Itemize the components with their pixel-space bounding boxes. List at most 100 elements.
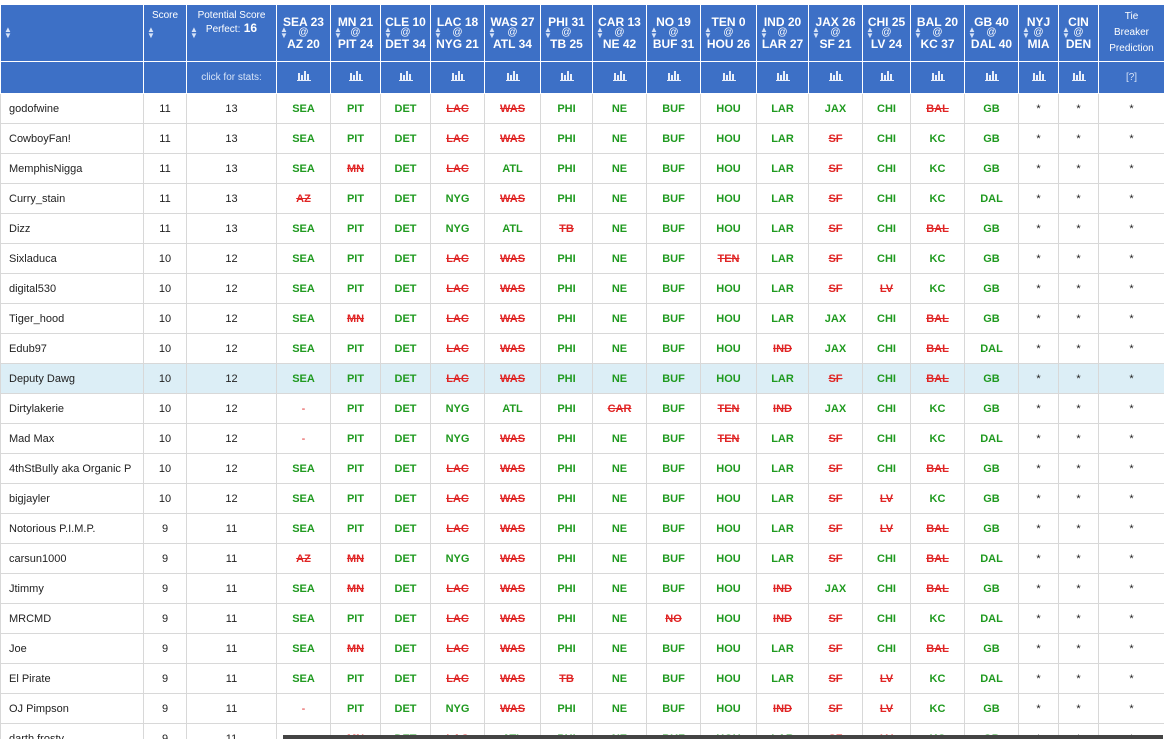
game-header[interactable]: ▲ ▼ CLE 10 @ DET 34	[380, 4, 431, 62]
stats-link[interactable]	[380, 61, 431, 94]
at-sign: @	[1073, 27, 1084, 38]
stats-link[interactable]	[808, 61, 863, 94]
away-line: LAC 18	[431, 16, 484, 28]
pick: WAS	[484, 633, 541, 664]
home-score: 20	[306, 37, 320, 51]
game-header[interactable]: ▲ ▼ NO 19 @ BUF 31	[646, 4, 701, 62]
tiebreaker-help[interactable]: [?]	[1098, 61, 1164, 94]
pick: GB	[964, 453, 1019, 484]
potential-header[interactable]: ▲ ▼ Potential Score Perfect: 16	[186, 4, 277, 62]
home-line: TB 25	[541, 38, 592, 50]
pick: DET	[380, 453, 431, 484]
stats-link[interactable]	[1058, 61, 1099, 94]
home-line: LAR 27	[757, 38, 808, 50]
pick: *	[1018, 123, 1059, 154]
potential-score: 12	[186, 453, 277, 484]
pick: WAS	[484, 423, 541, 454]
pick: HOU	[700, 183, 757, 214]
game-header[interactable]: ▲ ▼ LAC 18 @ NYG 21	[430, 4, 485, 62]
score: 11	[143, 123, 187, 154]
away-score: 27	[521, 15, 535, 29]
away-score: 25	[891, 15, 906, 29]
pick: *	[1018, 333, 1059, 364]
game-header[interactable]: ▲ ▼ CIN @ DEN	[1058, 4, 1099, 62]
pick: DET	[380, 483, 431, 514]
game-header[interactable]: ▲ ▼ SEA 23 @ AZ 20	[276, 4, 331, 62]
pick: *	[1018, 633, 1059, 664]
stats-link[interactable]	[540, 61, 593, 94]
pick: *	[1058, 393, 1099, 424]
game-header[interactable]: ▲ ▼ NYJ @ MIA	[1018, 4, 1059, 62]
pick: NE	[592, 573, 647, 604]
pick: DAL	[964, 663, 1019, 694]
pick: *	[1018, 243, 1059, 274]
home-team: DAL	[970, 37, 996, 51]
potential-score: 12	[186, 303, 277, 334]
pick: TB	[540, 663, 593, 694]
away-score: 26	[842, 15, 856, 29]
at-sign: @	[507, 27, 518, 38]
pick: LAR	[756, 423, 809, 454]
game-header[interactable]: ▲ ▼ IND 20 @ LAR 27	[756, 4, 809, 62]
stats-link[interactable]	[910, 61, 965, 94]
game-header[interactable]: ▲ ▼ CHI 25 @ LV 24	[862, 4, 911, 62]
stats-icon	[775, 71, 790, 81]
pick: *	[1058, 513, 1099, 544]
home-score: 25	[569, 37, 583, 51]
stats-link[interactable]	[862, 61, 911, 94]
game-header[interactable]: ▲ ▼ CAR 13 @ NE 42	[592, 4, 647, 62]
pick: WAS	[484, 483, 541, 514]
stats-link[interactable]	[756, 61, 809, 94]
pick: TEN	[700, 423, 757, 454]
pick: KC	[910, 123, 965, 154]
pick: LAC	[430, 603, 485, 634]
game-header[interactable]: ▲ ▼ JAX 26 @ SF 21	[808, 4, 863, 62]
pick: SEA	[276, 303, 331, 334]
pick: *	[1058, 663, 1099, 694]
pick: HOU	[700, 273, 757, 304]
game-header[interactable]: ▲ ▼ WAS 27 @ ATL 34	[484, 4, 541, 62]
score-header[interactable]: ▲ ▼ Score	[143, 4, 187, 62]
pick: WAS	[484, 93, 541, 124]
potential-score: 11	[186, 543, 277, 574]
tiebreaker: *	[1098, 423, 1164, 454]
stats-link[interactable]	[484, 61, 541, 94]
stats-link[interactable]	[700, 61, 757, 94]
player-name: Edub97	[0, 333, 144, 364]
scrollbar[interactable]	[283, 735, 1163, 739]
at-sign: @	[830, 27, 841, 38]
potential-score: 12	[186, 243, 277, 274]
tiebreaker: *	[1098, 693, 1164, 724]
tiebreaker: *	[1098, 603, 1164, 634]
pick: WAS	[484, 123, 541, 154]
game-header[interactable]: ▲ ▼ PHI 31 @ TB 25	[540, 4, 593, 62]
game-header[interactable]: ▲ ▼ MN 21 @ PIT 24	[330, 4, 381, 62]
stats-link[interactable]	[276, 61, 331, 94]
pick: GB	[964, 153, 1019, 184]
away-team: LAC	[436, 15, 462, 29]
pick: SEA	[276, 633, 331, 664]
pick: ATL	[484, 213, 541, 244]
away-score: 19	[677, 15, 691, 29]
stats-link[interactable]	[1018, 61, 1059, 94]
game-header[interactable]: ▲ ▼ BAL 20 @ KC 37	[910, 4, 965, 62]
stats-link[interactable]	[592, 61, 647, 94]
pick: CHI	[862, 453, 911, 484]
away-team: CHI	[867, 15, 889, 29]
pick: HOU	[700, 693, 757, 724]
game-header[interactable]: ▲ ▼ GB 40 @ DAL 40	[964, 4, 1019, 62]
name-header[interactable]: ▲ ▼	[0, 4, 144, 62]
pick: PHI	[540, 183, 593, 214]
stats-link[interactable]	[646, 61, 701, 94]
game-header[interactable]: ▲ ▼ TEN 0 @ HOU 26	[700, 4, 757, 62]
pick: *	[1058, 243, 1099, 274]
stats-link[interactable]	[330, 61, 381, 94]
pick: HOU	[700, 93, 757, 124]
stats-link[interactable]	[964, 61, 1019, 94]
tiebreaker-header[interactable]: Tie Breaker Prediction	[1098, 4, 1164, 62]
score: 11	[143, 153, 187, 184]
stats-link[interactable]	[430, 61, 485, 94]
pick: SEA	[276, 213, 331, 244]
pick: *	[1018, 393, 1059, 424]
away-team: CIN	[1068, 15, 1089, 29]
